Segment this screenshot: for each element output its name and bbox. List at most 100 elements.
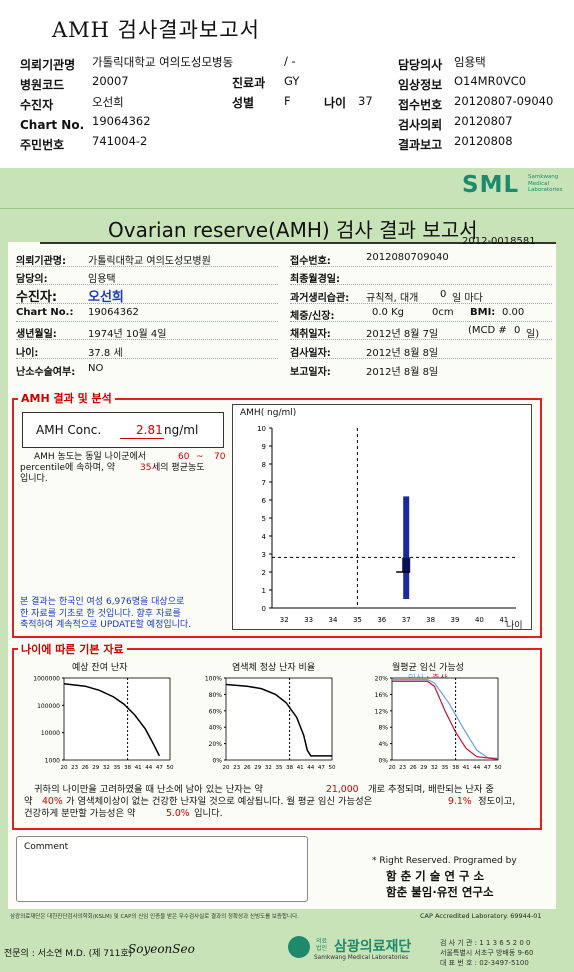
result-label: 결과보고 xyxy=(398,138,443,152)
remaining-eggs-curve xyxy=(63,682,161,757)
mcd-value: 0 xyxy=(514,325,521,336)
info-institution-value: 가톨릭대학교 여의도성모병원 xyxy=(88,256,211,267)
y-tick-label: 40% xyxy=(209,725,223,732)
info-chart-label: Chart No.: xyxy=(16,307,74,318)
y-tick-label: 0% xyxy=(378,758,388,765)
panel-title-normal-eggs: 염색체 정상 난자 비율 xyxy=(232,663,316,673)
header-row-id: 주민번호 741004-2 xyxy=(20,134,380,153)
x-tick-label: 50 xyxy=(495,765,502,771)
y-tick-label: 8 xyxy=(262,461,266,469)
x-tick-label: 23 xyxy=(71,765,78,771)
divider xyxy=(290,321,552,322)
clinic-label: 진료과 xyxy=(232,76,266,90)
org-logo-icon xyxy=(288,936,310,958)
x-tick-label: 26 xyxy=(82,765,89,771)
receipt-value: 20120807-09040 xyxy=(454,94,554,108)
body-label: 체중/신장: xyxy=(290,311,335,322)
lab-name-1: 함 춘 기 술 연 구 소 xyxy=(386,869,485,883)
amh-result-section xyxy=(12,398,542,638)
comment-label: Comment xyxy=(24,842,69,852)
amh-chart-xlabel: 나이 xyxy=(506,621,523,631)
x-tick-label: 20 xyxy=(389,765,396,771)
info-birth-value: 1974년 10월 4일 xyxy=(88,329,167,340)
summary-line-2: 약 40% 가 염색체이상이 없는 건강한 난자일 것으로 예상됩니다. 월 평… xyxy=(22,796,534,808)
x-tick-label: 20 xyxy=(61,765,68,771)
report-title-underline xyxy=(40,242,556,244)
age-section-title: 나이에 따른 기본 자료 xyxy=(18,641,127,657)
y-tick-label: 60% xyxy=(209,708,223,715)
data-note-line: 축적하여 계속적으로 UPDATE할 예정입니다. xyxy=(20,620,192,630)
header-row-chart: Chart No. 19064362 xyxy=(20,114,380,133)
contact-line: 검 사 기 관 : 1 1 3 6 5 2 0 0 xyxy=(440,939,531,947)
disclaimer: 삼광의료재단은 대한진단검사의학회(KSLM) 및 CAP의 신임 인증을 받은… xyxy=(10,914,299,920)
sex-label: 성별 xyxy=(232,96,255,110)
clinical-label: 임상정보 xyxy=(398,78,443,92)
y-tick-label: 8% xyxy=(378,725,388,732)
age-iqr-box xyxy=(402,557,411,572)
summary-1c: 개로 추정되며, 배란되는 난자 중 xyxy=(368,784,494,795)
amh-conc-box xyxy=(22,412,224,448)
header-row-clinical: 임상정보 O14MR0VC0 xyxy=(398,74,526,93)
amh-interpretation: AMH 농도는 동일 나이군에서 60 ~ 70 percentile에 속하며… xyxy=(20,452,230,485)
header-row-result: 결과보고 20120808 xyxy=(398,134,513,153)
x-tick-label: 47 xyxy=(318,765,325,771)
divider xyxy=(0,208,574,209)
doctor-label: 담당의사 xyxy=(398,58,443,72)
request-label: 검사의뢰 xyxy=(398,118,443,132)
header-row-hospital-code: 병원코드 20007 진료과 GY xyxy=(20,74,380,93)
header-row-request: 검사의뢰 20120807 xyxy=(398,114,513,133)
age-value: 37 xyxy=(358,94,373,108)
info-chart-value: 19064362 xyxy=(88,307,139,318)
cycle-days-value: 0 xyxy=(440,289,447,300)
y-tick-label: 2 xyxy=(262,569,266,577)
doctor-signature: SoyeonSeo xyxy=(128,942,195,956)
y-tick-label: 1000 xyxy=(45,758,60,765)
clinic-value: GY xyxy=(284,74,300,88)
summary-normal-pct: 40% xyxy=(42,796,63,807)
x-tick-label: 35 xyxy=(114,765,121,771)
info-age-label: 나이: xyxy=(16,348,39,359)
report-number: 2012-0018581 xyxy=(462,236,536,247)
result-value: 20120808 xyxy=(454,134,513,148)
divider xyxy=(16,266,278,267)
y-tick-label: 3 xyxy=(262,551,266,559)
test-date-label: 검사일자: xyxy=(290,348,331,359)
header-row-receipt: 접수번호 20120807-09040 xyxy=(398,94,553,113)
x-tick-label: 38 xyxy=(452,765,459,771)
pregnancy-chart: 20%16%12%8%4%0%20 23 26 29 32 35 38 41 44 47 50 xyxy=(375,676,502,772)
info-patient-label: 수진자: xyxy=(16,290,58,305)
divider xyxy=(16,358,278,359)
contact-line: 대 표 번 호 : 02-3497-5100 xyxy=(440,959,529,967)
contact-line: 서울특별시 서초구 방배동 9-60 xyxy=(440,949,534,957)
x-tick-label: 23 xyxy=(233,765,240,771)
x-tick-label: 29 xyxy=(92,765,99,771)
y-tick-label: 9 xyxy=(262,443,266,451)
age-label: 나이 xyxy=(324,96,347,110)
percentile-sep: ~ xyxy=(196,452,204,462)
age-range-bar xyxy=(403,496,410,599)
data-note: 본 결과는 한국인 여성 6,976명을 대상으로 한 자료를 기초로 한 것입… xyxy=(20,597,191,632)
y-tick-label: 16% xyxy=(375,692,389,699)
x-tick-label: 47 xyxy=(156,765,163,771)
x-tick-label: 44 xyxy=(473,765,480,771)
y-tick-label: 12% xyxy=(375,708,389,715)
cycle-days-unit: 일 마다 xyxy=(452,293,483,304)
info-doctor-label: 담당의: xyxy=(16,274,48,285)
sml-logo-subtitle: Samkwang Medical Laboratories xyxy=(528,174,563,193)
amh-section-title: AMH 결과 및 분석 xyxy=(18,390,115,406)
info-birth-label: 생년월일: xyxy=(16,329,57,340)
divider xyxy=(16,303,278,304)
interp-text-1: AMH 농도는 동일 나이군에서 xyxy=(34,452,147,462)
id-value: 741004-2 xyxy=(92,134,148,148)
summary-2e: 정도이고, xyxy=(478,796,516,807)
normal-eggs-curve xyxy=(225,683,332,757)
amh-conc-label: AMH Conc. xyxy=(36,423,102,437)
pregnancy-curve xyxy=(392,679,499,759)
plot-frame xyxy=(63,677,171,761)
x-tick-label: 32 xyxy=(280,616,289,624)
hospital-code-label: 병원코드 xyxy=(20,78,65,92)
divider xyxy=(290,303,552,304)
birth-curve xyxy=(392,680,499,760)
y-tick-label: 0% xyxy=(212,758,222,765)
report-date-label: 보고일자: xyxy=(290,367,331,378)
